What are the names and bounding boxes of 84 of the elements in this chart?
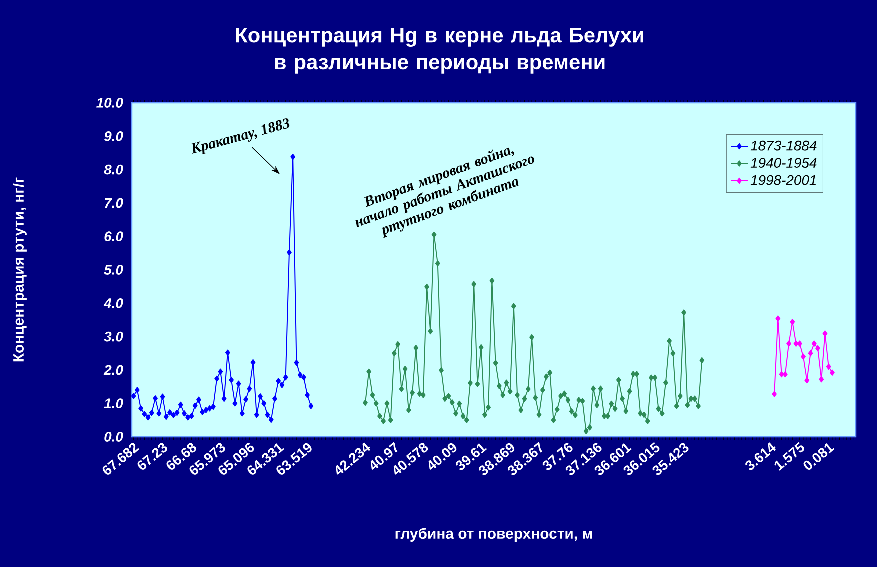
point: [200, 409, 206, 416]
y-tick-label: 0.0: [104, 432, 124, 442]
point: [225, 350, 230, 356]
point: [782, 371, 788, 378]
point: [254, 412, 260, 418]
y-tick-label: 9.0: [104, 131, 124, 142]
point: [794, 340, 799, 347]
y-tick-label: 8.0: [104, 164, 124, 175]
point: [276, 378, 282, 384]
point: [236, 380, 242, 387]
point: [174, 410, 180, 416]
point: [178, 402, 184, 408]
legend-label: 1998-2001: [750, 175, 816, 186]
y-tick-label: 6.0: [104, 232, 124, 242]
point: [772, 391, 777, 398]
point: [272, 396, 278, 402]
chart-title: Концентрация Hg в керне льда Белухи в различные периоды времени: [236, 28, 644, 74]
point: [283, 374, 288, 381]
point: [250, 359, 256, 366]
point: [262, 400, 267, 407]
y-tick-label: 10.0: [96, 98, 124, 108]
point: [229, 377, 234, 384]
point: [790, 319, 796, 326]
point: [819, 376, 824, 383]
point: [816, 345, 820, 352]
point: [302, 374, 306, 381]
point: [808, 350, 814, 357]
x-axis-title: глубина от поверхности, м: [396, 528, 592, 542]
point: [218, 368, 224, 375]
point: [153, 396, 158, 402]
point: [196, 396, 202, 404]
y-tick-label: 5.0: [104, 265, 124, 275]
point: [171, 412, 176, 418]
point: [160, 394, 166, 400]
point: [294, 360, 300, 366]
point: [207, 406, 212, 412]
point: [138, 406, 144, 412]
point: [211, 404, 216, 410]
point: [265, 412, 270, 418]
point: [131, 393, 136, 400]
point: [290, 154, 296, 160]
point: [776, 316, 781, 322]
point: [812, 340, 817, 347]
point: [240, 410, 245, 417]
point: [786, 340, 792, 347]
point: [189, 413, 194, 420]
y-tick-label: 2.0: [104, 365, 124, 376]
point: [298, 372, 303, 378]
point: [186, 414, 191, 421]
y-tick-label: 7.0: [105, 198, 124, 208]
y-axis-title: Концентрация ртути, нг/г: [13, 178, 27, 362]
y-tick-label: 3.0: [104, 332, 124, 342]
point: [142, 411, 148, 418]
point: [308, 403, 314, 410]
y-tick-label: 1.0: [104, 398, 124, 409]
point: [146, 414, 151, 421]
point: [244, 396, 248, 403]
point: [192, 402, 198, 410]
point: [214, 376, 220, 382]
point: [247, 386, 252, 392]
point: [156, 410, 162, 417]
point: [826, 364, 832, 370]
point: [204, 407, 209, 414]
point: [258, 393, 263, 400]
point: [830, 370, 835, 376]
y-tick-label: 4.0: [104, 298, 124, 308]
point: [268, 416, 274, 424]
point: [149, 410, 154, 416]
legend-label: 1873-1884: [750, 140, 817, 151]
annotation: Кракатау, 1883: [192, 118, 290, 155]
point: [779, 371, 784, 378]
point: [804, 377, 810, 384]
point: [822, 330, 828, 337]
point: [801, 354, 806, 360]
point: [287, 250, 292, 256]
legend-label: 1940-1954: [750, 158, 817, 168]
point: [164, 414, 169, 420]
point: [305, 392, 310, 398]
point: [232, 400, 238, 407]
point: [222, 396, 227, 402]
point: [168, 410, 172, 416]
point: [134, 387, 140, 394]
point: [280, 382, 285, 388]
point: [182, 410, 187, 417]
